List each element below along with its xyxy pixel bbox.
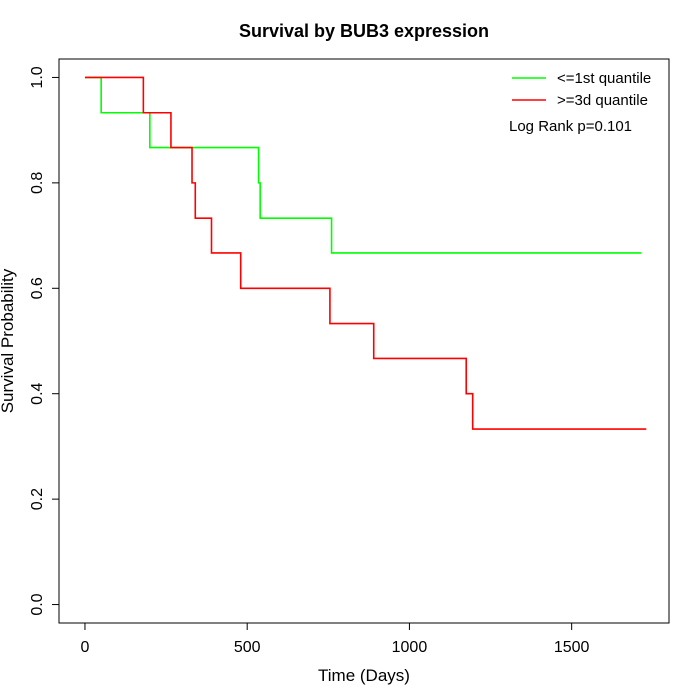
legend: <=1st quantile >=3d quantile: [512, 70, 651, 109]
y-tick-label: 0.8: [29, 172, 46, 194]
x-axis-label: Time (Days): [318, 666, 410, 685]
x-axis: 0 500 1000 1500: [81, 623, 590, 656]
series-layer: [84, 76, 647, 430]
y-tick-label: 0.2: [29, 488, 46, 510]
x-tick-label: 0: [81, 639, 90, 656]
y-axis: 0.0 0.2 0.4 0.6 0.8 1.0: [29, 66, 59, 616]
y-tick-label: 0.6: [29, 277, 46, 299]
x-tick-label: 500: [234, 639, 261, 656]
y-tick-label: 0.0: [29, 593, 46, 615]
survival-curve-high: [84, 76, 647, 430]
logrank-annotation: Log Rank p=0.101: [509, 118, 632, 135]
chart-title: Survival by BUB3 expression: [239, 21, 489, 41]
y-axis-label: Survival Probability: [0, 268, 17, 413]
x-tick-label: 1000: [392, 639, 428, 656]
legend-label-low: <=1st quantile: [557, 70, 651, 87]
survival-curve-low: [84, 76, 642, 254]
y-tick-label: 0.4: [29, 382, 46, 404]
plot-frame: [58, 58, 670, 624]
legend-label-high: >=3d quantile: [557, 92, 648, 109]
x-tick-label: 1500: [554, 639, 590, 656]
y-tick-label: 1.0: [29, 66, 46, 88]
